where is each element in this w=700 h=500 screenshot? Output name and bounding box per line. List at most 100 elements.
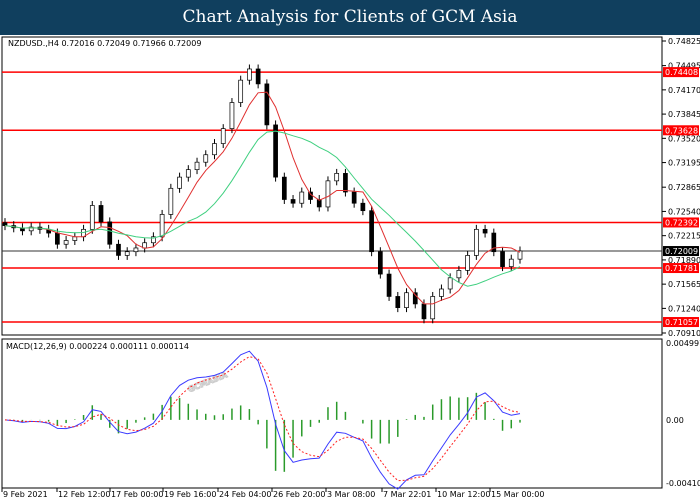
y-tick-label: 0.70910 <box>668 329 700 338</box>
x-tick-label: 9 Feb 2021 <box>3 490 48 499</box>
candle-body <box>491 232 497 253</box>
candle-body <box>299 191 305 204</box>
current-price-label: 0.72009 <box>665 247 698 256</box>
candle-body <box>377 251 383 275</box>
candle-body <box>290 199 296 204</box>
candle-body <box>255 68 261 85</box>
x-tick-label: 15 Mar 00:00 <box>491 490 544 499</box>
macd-label: MACD(12,26,9) 0.000224 0.000111 0.000114 <box>6 342 189 351</box>
level-label-bg <box>663 317 699 328</box>
level-label-bg <box>663 217 699 228</box>
macd-y-tick-label: 0.00 <box>666 416 684 425</box>
candle-body <box>325 180 331 208</box>
y-tick-label: 0.72215 <box>668 232 700 241</box>
candle-body <box>412 292 418 305</box>
y-tick-label: 0.71240 <box>668 304 700 313</box>
candle-body <box>159 214 165 238</box>
y-tick-label: 0.74825 <box>668 37 700 46</box>
candle-body <box>63 240 69 245</box>
symbol-info: NZDUSD.,H4 0.72016 0.72049 0.71966 0.720… <box>8 39 201 48</box>
watermark: GCMASIA <box>187 370 230 394</box>
candle-body <box>395 296 401 308</box>
candle-body <box>229 102 235 129</box>
level-label: 0.71781 <box>665 264 698 273</box>
candle-body <box>168 187 174 215</box>
candle-body <box>360 202 366 212</box>
y-tick-label: 0.73520 <box>668 134 700 143</box>
y-tick-label: 0.72540 <box>668 207 700 216</box>
candle-body <box>89 205 95 230</box>
candle-body <box>447 277 453 290</box>
candle-body <box>430 296 436 320</box>
candle-body <box>482 228 488 234</box>
candle-body <box>517 250 523 260</box>
x-tick-label: 26 Feb 20:00 <box>273 490 325 499</box>
macd-panel <box>1 338 663 489</box>
macd-y-tick-label: -0.004103 <box>666 479 700 488</box>
signal-line <box>4 356 521 482</box>
candle-body <box>474 228 479 256</box>
candle-body <box>133 247 139 253</box>
candle-body <box>508 258 514 267</box>
candle-body <box>465 255 470 271</box>
x-tick-label: 7 Mar 22:01 <box>383 490 431 499</box>
candle-body <box>28 226 34 232</box>
y-tick-label: 0.73195 <box>668 159 700 168</box>
candle-body <box>151 236 156 244</box>
candle-body <box>72 236 78 241</box>
candle-body <box>98 205 104 223</box>
x-tick-label: 24 Feb 04:00 <box>219 490 271 499</box>
candle-body <box>247 68 252 81</box>
x-tick-label: 10 Mar 12:00 <box>437 490 490 499</box>
x-tick-label: 17 Feb 00:00 <box>111 490 163 499</box>
candle-body <box>273 124 278 178</box>
ma-fast-line <box>4 91 521 305</box>
candle-body <box>116 243 121 256</box>
candle-body <box>194 161 200 171</box>
macd-y-tick-label: 0.004997 <box>666 339 700 348</box>
candle-body <box>369 210 374 253</box>
header-title: Chart Analysis for Clients of GCM Asia <box>0 0 700 35</box>
y-tick-label: 0.71565 <box>668 280 700 289</box>
x-tick-label: 12 Feb 12:00 <box>58 490 110 499</box>
candle-body <box>281 176 287 200</box>
candle-body <box>107 221 113 245</box>
level-label-bg <box>663 67 699 78</box>
candle-body <box>220 128 226 144</box>
candle-body <box>343 173 348 193</box>
candle-body <box>316 199 322 208</box>
level-label: 0.74408 <box>665 68 698 77</box>
candle-body <box>264 83 270 126</box>
candle-body <box>203 154 209 163</box>
level-label: 0.71057 <box>665 318 698 327</box>
candle-body <box>238 79 244 103</box>
y-tick-label: 0.73845 <box>668 110 700 119</box>
candle-body <box>55 232 60 245</box>
price-panel <box>1 36 663 336</box>
level-label-bg <box>663 263 699 274</box>
x-tick-label: 19 Feb 16:00 <box>164 490 216 499</box>
y-tick-label: 0.72865 <box>668 183 700 192</box>
candle-body <box>185 169 191 178</box>
current-price-bg <box>663 246 699 257</box>
candle-body <box>421 303 427 320</box>
level-label-bg <box>663 125 699 136</box>
macd-line <box>4 350 521 490</box>
candle-body <box>334 173 340 182</box>
level-label: 0.73628 <box>665 126 698 135</box>
y-tick-label: 0.74495 <box>668 62 700 71</box>
candle-body <box>404 292 409 308</box>
candle-body <box>386 273 392 297</box>
ma-slow-line <box>4 130 521 287</box>
candle-body <box>439 288 444 297</box>
y-tick-label: 0.74170 <box>668 86 700 95</box>
candle-body <box>456 269 462 279</box>
candle-body <box>2 222 8 226</box>
level-label: 0.72392 <box>665 218 698 227</box>
candle-body <box>351 191 357 204</box>
y-tick-label: 0.71890 <box>668 256 700 265</box>
candle-body <box>177 176 182 189</box>
candle-body <box>212 143 217 156</box>
candle-body <box>124 251 130 256</box>
